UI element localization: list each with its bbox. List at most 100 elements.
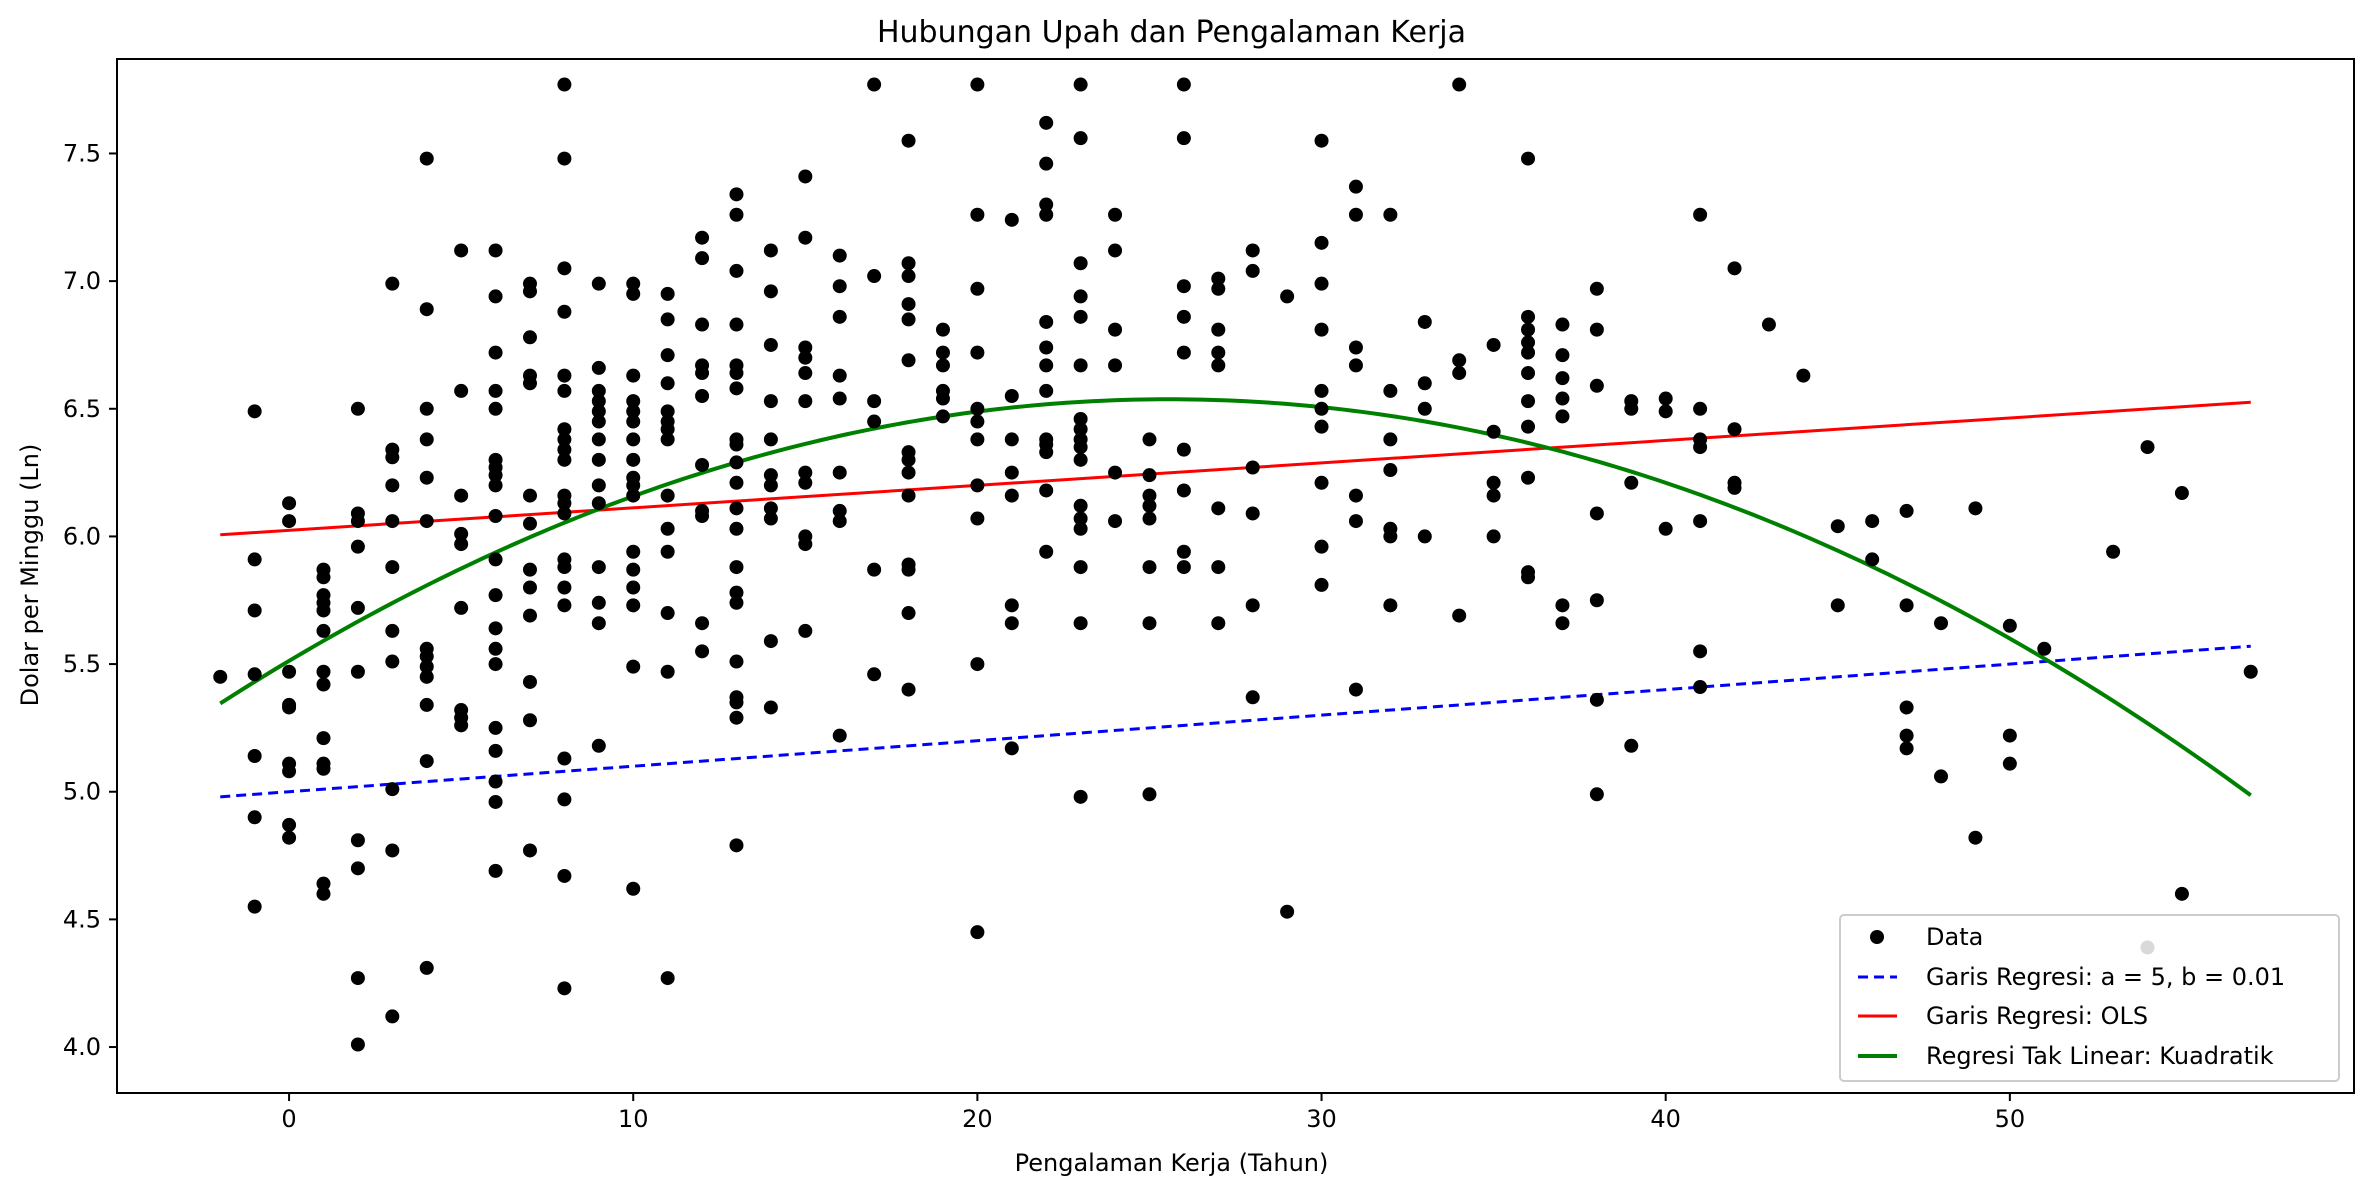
- data-point: [832, 728, 847, 743]
- data-point: [557, 77, 572, 92]
- data-point: [1796, 368, 1811, 383]
- data-point: [763, 511, 778, 526]
- data-point: [1142, 498, 1157, 513]
- data-point: [1073, 511, 1088, 526]
- data-point: [1108, 322, 1123, 337]
- data-point: [591, 404, 606, 419]
- data-point: [798, 366, 813, 381]
- data-point: [488, 383, 503, 398]
- data-point: [522, 516, 537, 531]
- data-point: [1693, 440, 1708, 455]
- data-point: [385, 1009, 400, 1024]
- data-point: [488, 774, 503, 789]
- data-point: [763, 468, 778, 483]
- data-point: [488, 720, 503, 735]
- data-point: [1142, 787, 1157, 802]
- data-point: [350, 539, 365, 554]
- data-point: [1589, 322, 1604, 337]
- legend-box: [1839, 914, 2340, 1082]
- data-point: [1899, 741, 1914, 756]
- data-point: [1727, 261, 1742, 276]
- data-point: [798, 475, 813, 490]
- data-point: [1245, 598, 1260, 613]
- data-point: [1314, 383, 1329, 398]
- data-point: [1555, 616, 1570, 631]
- data-point: [488, 401, 503, 416]
- data-point: [419, 669, 434, 684]
- data-point: [1211, 501, 1226, 516]
- data-point: [1521, 309, 1536, 324]
- data-point: [557, 598, 572, 613]
- data-point: [1039, 207, 1054, 222]
- x-tick-label: 20: [962, 1105, 993, 1133]
- data-point: [213, 669, 228, 684]
- data-point: [1899, 728, 1914, 743]
- data-point: [1693, 680, 1708, 695]
- data-point: [729, 710, 744, 725]
- data-point: [1693, 207, 1708, 222]
- data-point: [660, 312, 675, 327]
- data-point: [901, 133, 916, 148]
- data-point: [454, 718, 469, 733]
- data-point: [282, 496, 297, 511]
- data-point: [1004, 432, 1019, 447]
- data-point: [660, 432, 675, 447]
- data-point: [557, 304, 572, 319]
- data-point: [1176, 309, 1191, 324]
- data-point: [935, 358, 950, 373]
- legend-label-manual-regression: Garis Regresi: a = 5, b = 0.01: [1926, 963, 2285, 991]
- data-point: [729, 207, 744, 222]
- data-point: [1142, 560, 1157, 575]
- data-point: [1314, 539, 1329, 554]
- data-point: [901, 562, 916, 577]
- data-point: [1830, 598, 1845, 613]
- data-point: [1589, 506, 1604, 521]
- x-tick-label: 40: [1650, 1105, 1681, 1133]
- data-point: [1693, 644, 1708, 659]
- data-point: [316, 664, 331, 679]
- data-point: [1452, 77, 1467, 92]
- data-point: [522, 608, 537, 623]
- data-point: [1142, 488, 1157, 503]
- data-point: [626, 452, 641, 467]
- data-point: [350, 664, 365, 679]
- data-point: [1039, 358, 1054, 373]
- data-point: [901, 353, 916, 368]
- data-point: [695, 457, 710, 472]
- data-point: [1004, 465, 1019, 480]
- data-point: [1899, 598, 1914, 613]
- data-point: [1658, 404, 1673, 419]
- data-point: [970, 414, 985, 429]
- data-point: [1383, 598, 1398, 613]
- data-point: [1142, 432, 1157, 447]
- data-point: [1280, 289, 1295, 304]
- data-point: [488, 243, 503, 258]
- data-point: [522, 674, 537, 689]
- data-point: [2002, 618, 2017, 633]
- x-tick-label: 10: [618, 1105, 649, 1133]
- data-point: [798, 394, 813, 409]
- data-point: [350, 1037, 365, 1052]
- x-tick-label: 50: [1995, 1105, 2026, 1133]
- data-point: [385, 560, 400, 575]
- data-point: [1417, 401, 1432, 416]
- data-point: [1039, 115, 1054, 130]
- data-point: [1211, 345, 1226, 360]
- data-point: [1521, 394, 1536, 409]
- data-point: [626, 562, 641, 577]
- data-point: [729, 695, 744, 710]
- data-point: [591, 394, 606, 409]
- data-point: [901, 452, 916, 467]
- data-point: [1108, 207, 1123, 222]
- data-point: [591, 432, 606, 447]
- data-point: [1039, 197, 1054, 212]
- data-point: [1486, 529, 1501, 544]
- data-point: [1039, 544, 1054, 559]
- data-point: [660, 544, 675, 559]
- data-point: [626, 544, 641, 559]
- data-point: [970, 401, 985, 416]
- data-point: [1383, 529, 1398, 544]
- data-point: [419, 697, 434, 712]
- data-point: [1073, 440, 1088, 455]
- data-point: [1004, 488, 1019, 503]
